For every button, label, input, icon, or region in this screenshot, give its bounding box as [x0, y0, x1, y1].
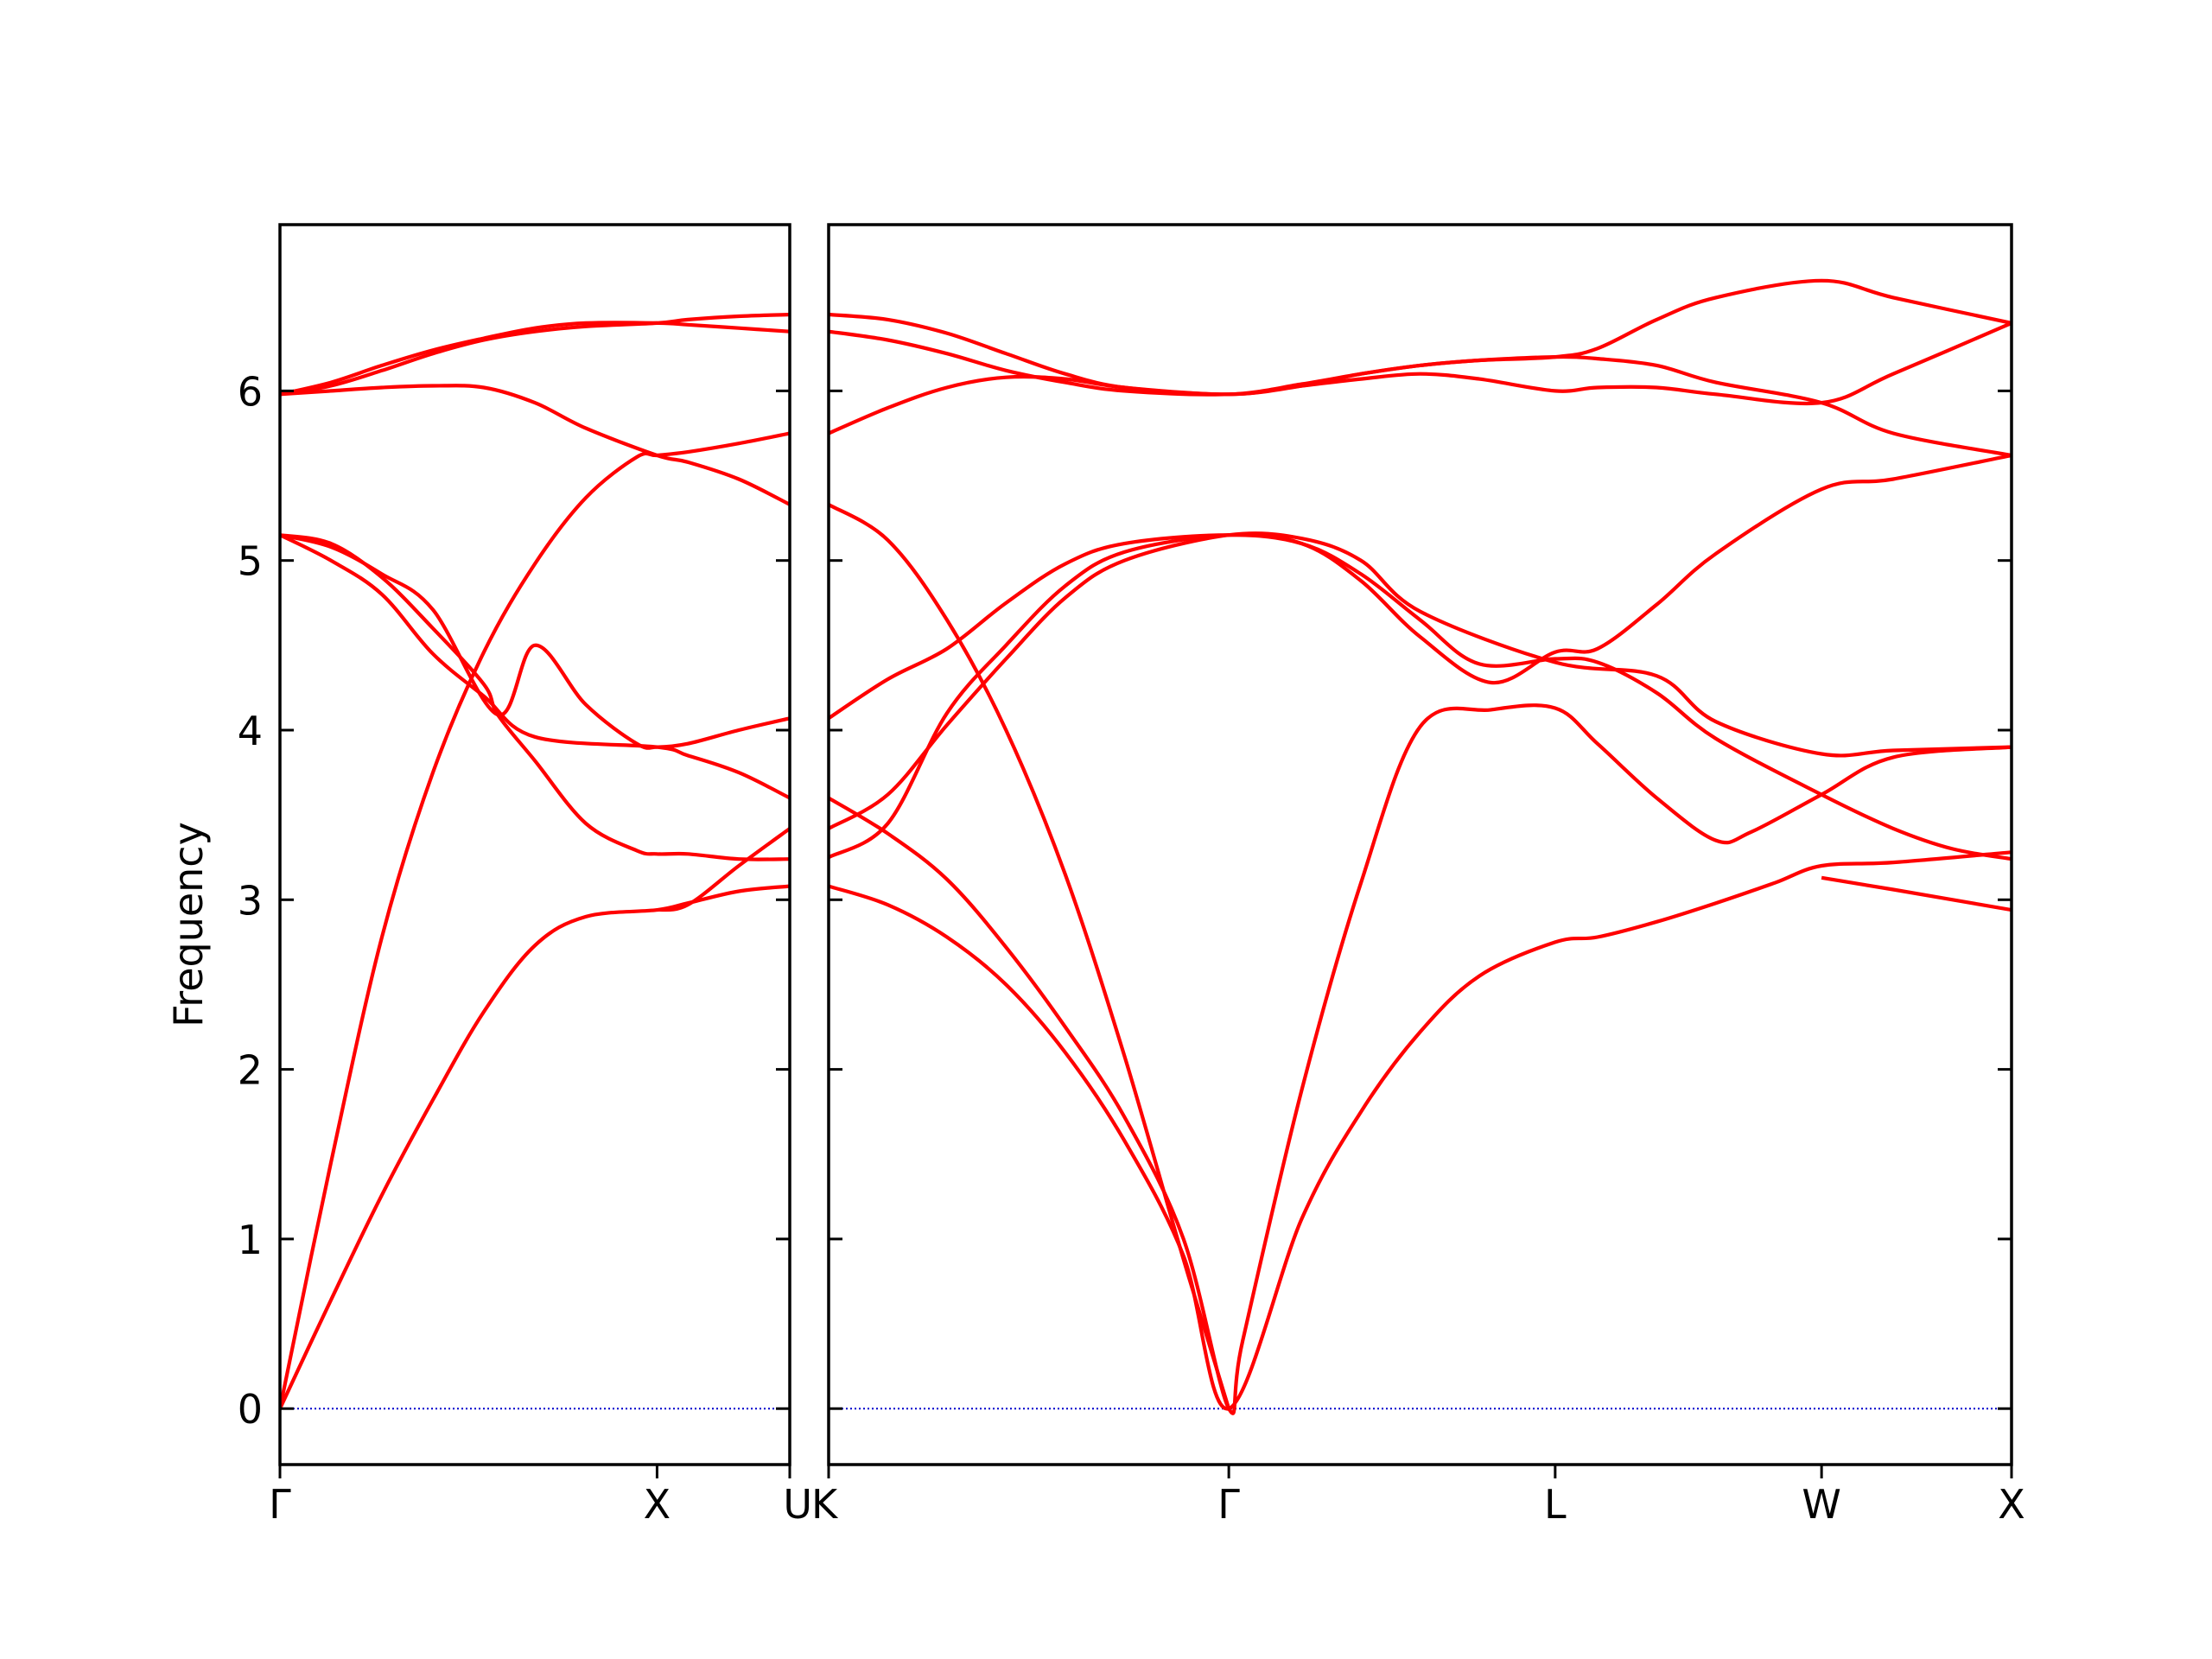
left-xtick-label-0: Γ — [269, 1481, 291, 1528]
ytick-label-6: 6 — [238, 368, 263, 415]
right-band-9 — [829, 278, 2012, 397]
left-band-9 — [657, 827, 790, 912]
right-band-7 — [829, 321, 2012, 435]
ytick-label-5: 5 — [238, 538, 263, 585]
ytick-label-1: 1 — [238, 1217, 263, 1263]
left-band-8 — [280, 312, 790, 397]
left-band-3 — [280, 533, 790, 861]
ytick-label-2: 2 — [238, 1047, 263, 1094]
ytick-label-3: 3 — [238, 877, 263, 924]
left-band-7 — [280, 321, 790, 397]
left-frame — [278, 223, 791, 1466]
left-bands — [280, 312, 790, 1410]
right-xtick-label-0: K — [811, 1481, 839, 1528]
left-band-4 — [280, 533, 790, 750]
ytick-label-4: 4 — [238, 708, 263, 754]
right-band-2 — [829, 703, 2012, 1415]
right-band-8 — [829, 329, 2012, 458]
left-xtick-label-1: X — [644, 1481, 671, 1528]
right-band-3 — [829, 503, 1231, 1409]
ytick-label-0: 0 — [238, 1386, 263, 1433]
right-xtick-label-2: L — [1544, 1481, 1567, 1528]
left-band-1 — [280, 884, 790, 1410]
left-band-5 — [280, 533, 790, 800]
right-band-4 — [829, 533, 2012, 861]
left-panel: 0 1 2 3 4 5 6 Γ X U — [238, 223, 812, 1528]
right-xtick-label-1: Γ — [1217, 1481, 1240, 1528]
y-axis-label: Frequency — [165, 822, 212, 1027]
right-xtick-label-4: X — [1998, 1481, 2025, 1528]
left-xtick-label-2: U — [783, 1481, 812, 1528]
right-frame — [827, 223, 2013, 1466]
left-band-6 — [280, 384, 790, 506]
right-band-1 — [829, 850, 2012, 1411]
left-band-2 — [280, 431, 790, 1409]
right-band-6 — [829, 531, 2012, 830]
right-band-10 — [1821, 875, 2012, 912]
right-band-5 — [829, 453, 2012, 860]
right-xtick-label-3: W — [1802, 1481, 1840, 1528]
right-bands — [829, 278, 2012, 1415]
